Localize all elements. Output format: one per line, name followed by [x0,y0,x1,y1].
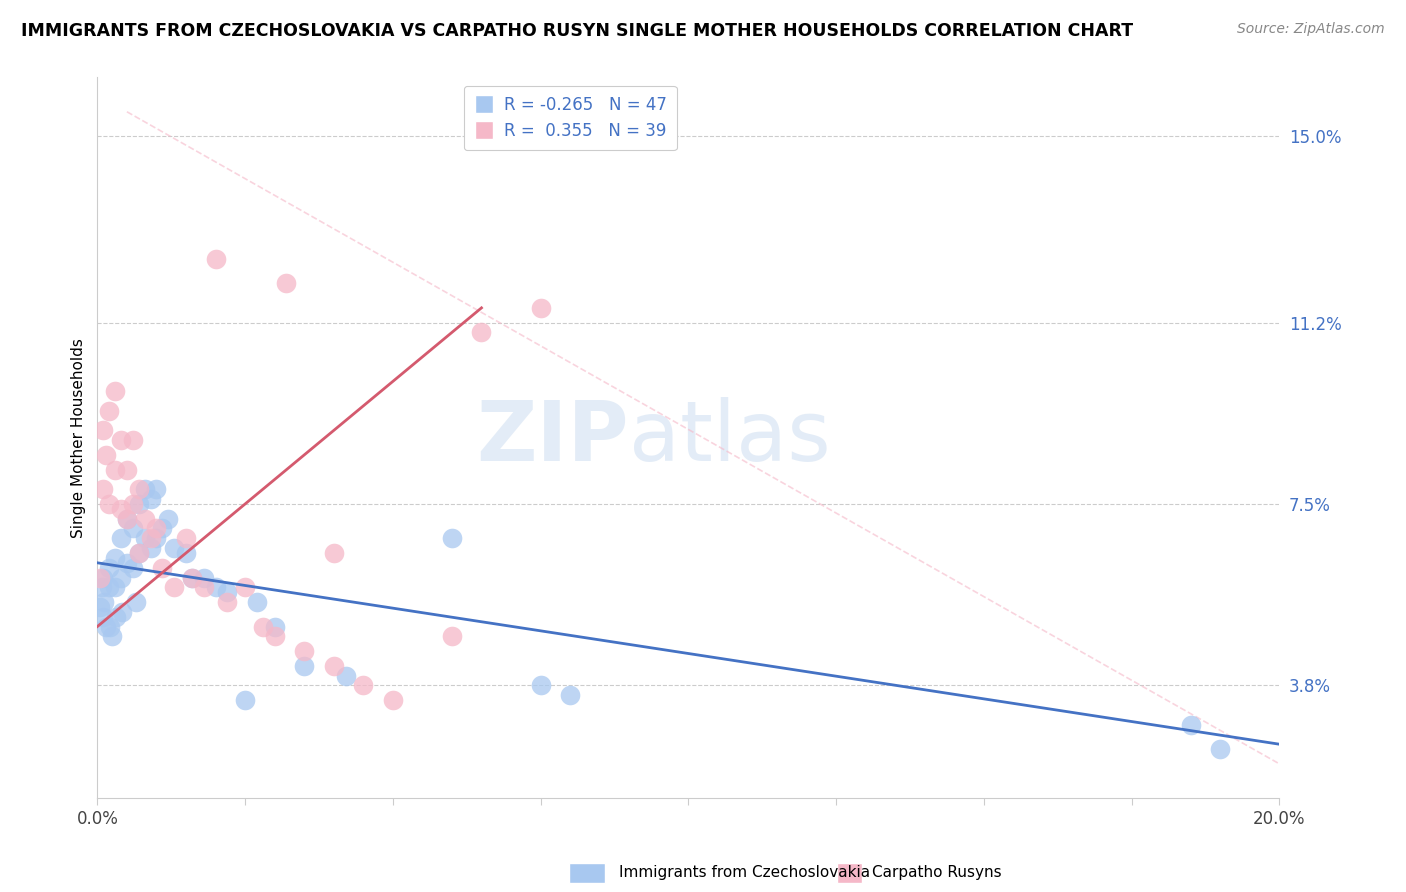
Point [93,595,115,609]
Point [217,585,239,599]
Point [104,384,127,399]
Point [233,580,256,594]
Point [252,619,274,633]
Point [98,619,121,633]
Point [101,629,124,643]
Point [352,678,374,692]
Point [163,580,186,594]
Point [246,595,269,609]
Point [145,521,167,535]
Point [139,491,162,506]
Point [440,531,463,545]
Point [128,483,150,497]
Point [292,644,315,658]
Point [322,546,344,560]
Text: atlas: atlas [630,397,831,478]
Text: Immigrants from Czechoslovakia: Immigrants from Czechoslovakia [619,865,870,880]
Point [440,629,463,643]
Point [174,546,197,560]
Point [204,252,226,266]
Point [91,580,114,594]
Point [529,301,551,315]
Point [110,501,132,516]
Point [145,531,167,545]
Point [128,546,150,560]
Point [263,629,285,643]
Point [134,511,156,525]
Point [98,404,121,418]
Point [157,511,180,525]
Point [470,326,492,340]
Point [174,531,197,545]
Point [150,521,173,535]
Point [104,550,127,565]
Point [115,463,138,477]
Point [89,570,111,584]
Point [121,434,143,448]
Point [104,463,127,477]
Point [193,580,215,594]
Point [105,609,128,624]
Point [98,580,121,594]
Point [322,658,344,673]
Point [134,531,156,545]
Point [233,693,256,707]
Point [110,434,132,448]
Point [110,531,132,545]
Point [115,556,138,570]
Point [529,678,551,692]
Text: Carpatho Rusyns: Carpatho Rusyns [872,865,1001,880]
Point [1209,742,1232,756]
Point [145,483,167,497]
Point [139,531,162,545]
Point [163,541,186,555]
Legend: R = -0.265   N = 47, R =  0.355   N = 39: R = -0.265 N = 47, R = 0.355 N = 39 [464,86,676,150]
Point [91,424,114,438]
Point [104,580,127,594]
Point [381,693,404,707]
Text: IMMIGRANTS FROM CZECHOSLOVAKIA VS CARPATHO RUSYN SINGLE MOTHER HOUSEHOLDS CORREL: IMMIGRANTS FROM CZECHOSLOVAKIA VS CARPAT… [21,22,1133,40]
Point [1180,717,1202,731]
Point [128,497,150,511]
Point [98,497,121,511]
Y-axis label: Single Mother Households: Single Mother Households [72,338,86,538]
Point [91,483,114,497]
Point [139,541,162,555]
Point [121,521,143,535]
Point [150,560,173,574]
Point [217,595,239,609]
Point [134,483,156,497]
Point [96,619,118,633]
Point [91,570,114,584]
Point [204,580,226,594]
Text: ZIP: ZIP [477,397,630,478]
Point [560,688,582,702]
Point [111,605,134,619]
Point [180,570,202,584]
Point [115,511,138,525]
Text: Source: ZipAtlas.com: Source: ZipAtlas.com [1237,22,1385,37]
Point [335,668,357,682]
Point [193,570,215,584]
Point [115,511,138,525]
Point [98,560,121,574]
Point [263,619,285,633]
Point [180,570,202,584]
Point [96,448,118,462]
Point [276,277,298,291]
Point [89,599,111,614]
Point [128,546,150,560]
Point [110,570,132,584]
Point [91,609,114,624]
Point [121,560,143,574]
Point [125,595,148,609]
Point [292,658,315,673]
Point [121,497,143,511]
